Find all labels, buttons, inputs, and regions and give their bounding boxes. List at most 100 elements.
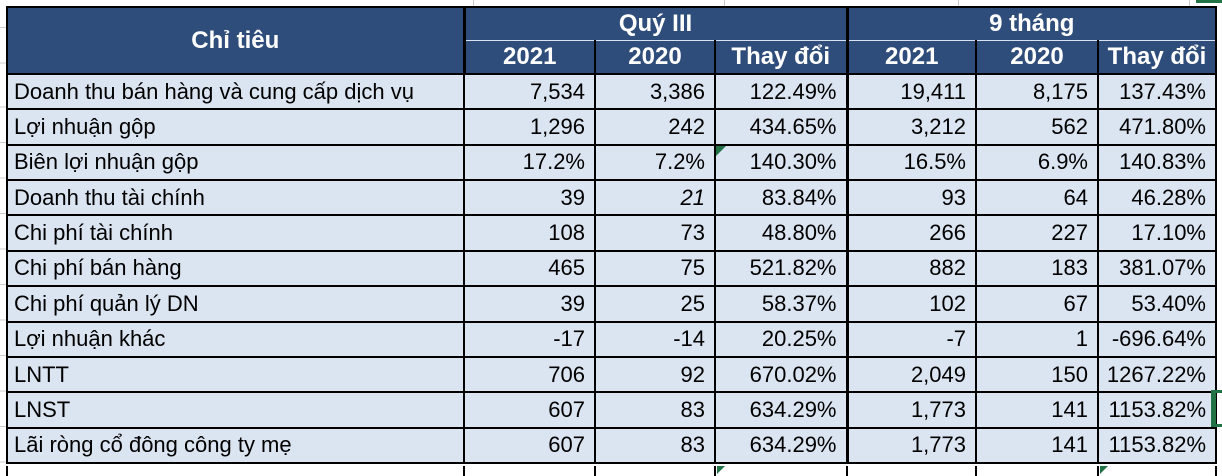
error-indicator-icon — [717, 466, 725, 474]
data-cell[interactable]: 634.29% — [714, 391, 848, 429]
row-label-cell[interactable]: LNTT — [6, 355, 465, 394]
data-cell[interactable]: 140.30% — [714, 143, 848, 182]
data-cell[interactable]: 2,049 — [845, 355, 977, 394]
data-cell[interactable]: 140.83% — [1097, 143, 1217, 182]
data-cell[interactable]: 64 — [975, 179, 1099, 217]
header-q3-change[interactable]: Thay đổi — [714, 39, 848, 75]
data-cell[interactable]: 19,411 — [845, 72, 977, 111]
header-9m-2020[interactable]: 2020 — [975, 39, 1099, 75]
gridline — [1215, 466, 1217, 476]
selection-border-fragment — [1211, 390, 1222, 427]
data-cell[interactable]: 471.80% — [1097, 108, 1217, 146]
data-cell[interactable]: 1153.82% — [1097, 426, 1217, 465]
data-cell[interactable]: 83 — [594, 391, 716, 429]
data-cell[interactable]: 7.2% — [594, 143, 716, 182]
data-cell[interactable]: 17.10% — [1097, 214, 1217, 252]
data-cell[interactable]: -7 — [845, 320, 977, 358]
data-cell[interactable]: 1153.82% — [1097, 391, 1217, 429]
data-cell[interactable]: 1 — [975, 320, 1099, 358]
data-cell[interactable]: 562 — [975, 108, 1099, 146]
data-cell[interactable]: 137.43% — [1097, 72, 1217, 111]
data-cell[interactable]: 141 — [975, 426, 1099, 465]
error-indicator-icon — [1100, 466, 1108, 474]
header-group-quarter3[interactable]: Quý III — [462, 6, 848, 41]
data-cell[interactable]: 46.28% — [1097, 179, 1217, 217]
header-criteria-cell[interactable]: Chỉ tiêu — [6, 6, 465, 75]
data-cell[interactable]: 434.65% — [714, 108, 848, 146]
data-cell[interactable]: 25 — [594, 285, 716, 323]
header-9m-2021[interactable]: 2021 — [845, 39, 977, 75]
data-cell[interactable]: 8,175 — [975, 72, 1099, 111]
data-cell[interactable]: 381.07% — [1097, 249, 1217, 288]
data-cell[interactable]: 242 — [594, 108, 716, 146]
row-label-cell[interactable]: LNST — [6, 391, 465, 429]
data-cell[interactable]: 1,773 — [845, 391, 977, 429]
data-cell[interactable]: 83.84% — [714, 179, 848, 217]
header-9m-change[interactable]: Thay đổi — [1097, 39, 1217, 75]
table-row: Chi phí bán hàng 465 75 521.82% 882 183 381.07… — [6, 249, 1217, 288]
data-cell[interactable]: 183 — [975, 249, 1099, 288]
data-cell[interactable]: 48.80% — [714, 214, 848, 252]
data-cell[interactable]: 670.02% — [714, 355, 848, 394]
row-label-cell[interactable]: Chi phí tài chính — [6, 214, 465, 252]
row-label-cell[interactable]: Chi phí quản lý DN — [6, 285, 465, 323]
data-cell[interactable]: 706 — [463, 355, 596, 394]
data-cell[interactable]: 83 — [594, 426, 716, 465]
gridline — [594, 466, 596, 476]
table-row: Lợi nhuận gộp 1,296 242 434.65% 3,212 562 471.… — [6, 108, 1217, 146]
data-cell[interactable]: 3,386 — [594, 72, 716, 111]
header-q3-2021[interactable]: 2021 — [462, 39, 596, 75]
row-label-cell[interactable]: Doanh thu bán hàng và cung cấp dịch vụ — [6, 72, 465, 111]
data-cell[interactable]: 102 — [845, 285, 977, 323]
data-cell[interactable]: 141 — [975, 391, 1099, 429]
data-cell[interactable]: -17 — [463, 320, 596, 358]
data-cell[interactable]: 20.25% — [714, 320, 848, 358]
data-cell[interactable]: 1,773 — [845, 426, 977, 465]
data-cell[interactable]: 465 — [463, 249, 596, 288]
data-cell[interactable]: 7,534 — [463, 72, 596, 111]
data-cell[interactable]: 58.37% — [714, 285, 848, 323]
data-cell[interactable]: 882 — [845, 249, 977, 288]
data-cell[interactable]: -696.64% — [1097, 320, 1217, 358]
table-row: Biên lợi nhuận gộp 17.2% 7.2% 140.30% 16.5% 6… — [6, 143, 1217, 182]
data-cell[interactable]: 122.49% — [714, 72, 848, 111]
sheet-left-gutter — [0, 6, 6, 476]
data-cell[interactable]: 93 — [845, 179, 977, 217]
row-label-cell[interactable]: Lợi nhuận gộp — [6, 108, 465, 146]
data-cell[interactable]: 607 — [463, 391, 596, 429]
data-cell[interactable]: 634.29% — [714, 426, 848, 465]
data-cell[interactable]: 73 — [594, 214, 716, 252]
data-cell[interactable]: 3,212 — [845, 108, 977, 146]
data-cell[interactable]: 17.2% — [463, 143, 596, 182]
row-label-cell[interactable]: Biên lợi nhuận gộp — [6, 143, 465, 182]
data-cell[interactable]: -14 — [594, 320, 716, 358]
row-label-cell[interactable]: Lãi ròng cổ đông công ty mẹ — [6, 426, 465, 465]
row-label-cell[interactable]: Chi phí bán hàng — [6, 249, 465, 288]
data-cell[interactable]: 16.5% — [845, 143, 977, 182]
data-cell[interactable]: 607 — [463, 426, 596, 465]
data-cell[interactable]: 6.9% — [975, 143, 1099, 182]
data-cell[interactable]: 266 — [845, 214, 977, 252]
data-cell[interactable]: 1,296 — [463, 108, 596, 146]
row-label-cell[interactable]: Doanh thu tài chính — [6, 179, 465, 217]
data-cell[interactable]: 21 — [594, 179, 716, 217]
table-row: Chi phí tài chính 108 73 48.80% 266 227 17.10% — [6, 214, 1217, 252]
header-group-9months[interactable]: 9 tháng — [845, 6, 1217, 41]
gridline — [846, 466, 848, 476]
data-cell[interactable]: 75 — [594, 249, 716, 288]
gridline — [463, 466, 465, 476]
data-cell[interactable]: 1267.22% — [1097, 355, 1217, 394]
header-q3-2020[interactable]: 2020 — [594, 39, 716, 75]
data-cell[interactable]: 227 — [975, 214, 1099, 252]
data-cell[interactable]: 108 — [463, 214, 596, 252]
data-cell[interactable]: 521.82% — [714, 249, 848, 288]
data-cell[interactable]: 92 — [594, 355, 716, 394]
table-row: LNST 607 83 634.29% 1,773 141 1153.82% — [6, 391, 1217, 429]
data-cell[interactable]: 150 — [975, 355, 1099, 394]
row-label-cell[interactable]: Lợi nhuận khác — [6, 320, 465, 358]
data-cell[interactable]: 39 — [463, 179, 596, 217]
data-cell[interactable]: 39 — [463, 285, 596, 323]
data-cell[interactable]: 53.40% — [1097, 285, 1217, 323]
data-cell[interactable]: 67 — [975, 285, 1099, 323]
